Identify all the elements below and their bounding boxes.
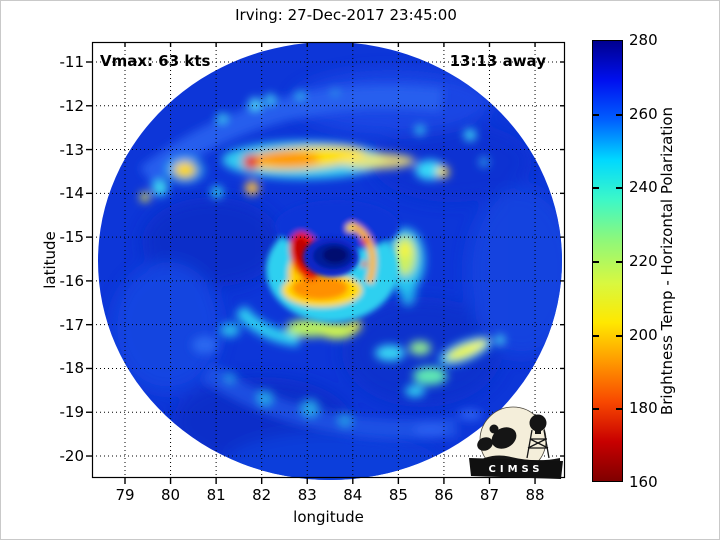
plot-title: Irving: 27-Dec-2017 23:45:00 — [235, 6, 457, 24]
y-axis-label: latitude — [41, 231, 59, 289]
y-tick-label: -11 — [59, 53, 85, 71]
gridlines — [92, 42, 565, 478]
logo-text: CIMSS — [489, 464, 544, 475]
storm-eye — [303, 237, 359, 277]
colorbar-tick-mark — [616, 334, 622, 337]
y-tick-label: -13 — [59, 140, 85, 159]
cimss-logo: CIMSS — [469, 406, 563, 479]
x-axis-label: longitude — [293, 508, 364, 526]
colorbar-tick-mark — [593, 187, 599, 190]
colorbar-tick-mark — [616, 261, 622, 263]
x-tick-label: 83 — [297, 486, 317, 504]
colorbar-tick-label: 280 — [629, 31, 658, 49]
colorbar-tick-label: 160 — [629, 473, 658, 491]
colorbar-tick-label: 220 — [629, 252, 658, 270]
colorbar-tick-label: 260 — [629, 104, 658, 123]
satellite-dish-small-icon — [477, 437, 493, 451]
y-tick-label: -12 — [59, 96, 85, 115]
rainbands — [139, 85, 505, 440]
colorbar-label: Brightness Temp - Horizontal Polarizatio… — [658, 106, 676, 416]
storm-image — [86, 41, 566, 484]
colorbar-tick-mark — [593, 408, 599, 411]
y-tick-label: -17 — [59, 315, 85, 334]
colorbar-tick-mark — [593, 334, 599, 337]
x-tick-label: 80 — [161, 486, 181, 504]
x-tick-label: 85 — [388, 486, 408, 504]
y-tick-label: -18 — [59, 359, 85, 378]
x-tick-label: 86 — [434, 486, 454, 504]
y-tick-label: -16 — [59, 271, 85, 290]
y-tick-label: -14 — [59, 184, 85, 203]
colorbar-tick-label: 200 — [629, 325, 658, 344]
colorbar-tick-label: 240 — [629, 178, 658, 197]
y-tick-label: -20 — [59, 447, 85, 466]
colorbar-tick-mark — [616, 408, 622, 411]
vmax-annotation: Vmax: 63 kts — [100, 52, 211, 70]
y-tick-label: -19 — [59, 403, 85, 422]
x-tick-label: 87 — [479, 486, 500, 504]
colorbar-tick-mark — [593, 261, 599, 263]
x-tick-label: 88 — [525, 486, 545, 504]
water-tower-icon — [526, 429, 550, 459]
x-tick-label: 79 — [115, 486, 135, 504]
x-tick-label: 82 — [252, 486, 272, 504]
colorbar-tick-mark — [593, 113, 599, 116]
colorbar-tick-mark — [616, 113, 622, 116]
time-offset-annotation: 13:13 away — [449, 52, 546, 70]
x-tick-label: 81 — [206, 486, 226, 504]
axis-ticks — [86, 42, 565, 484]
x-tick-label: 84 — [343, 486, 363, 504]
plot-area — [86, 41, 566, 484]
logo-banner — [469, 458, 563, 479]
colorbar-tick-mark — [616, 187, 622, 190]
colorbar-tick-label: 180 — [629, 399, 658, 418]
plot-border — [91, 41, 566, 479]
water-tower-tank — [529, 414, 547, 432]
satellite-dish-icon — [491, 427, 517, 449]
y-tick-label: -15 — [59, 228, 85, 247]
colorbar — [592, 40, 623, 482]
